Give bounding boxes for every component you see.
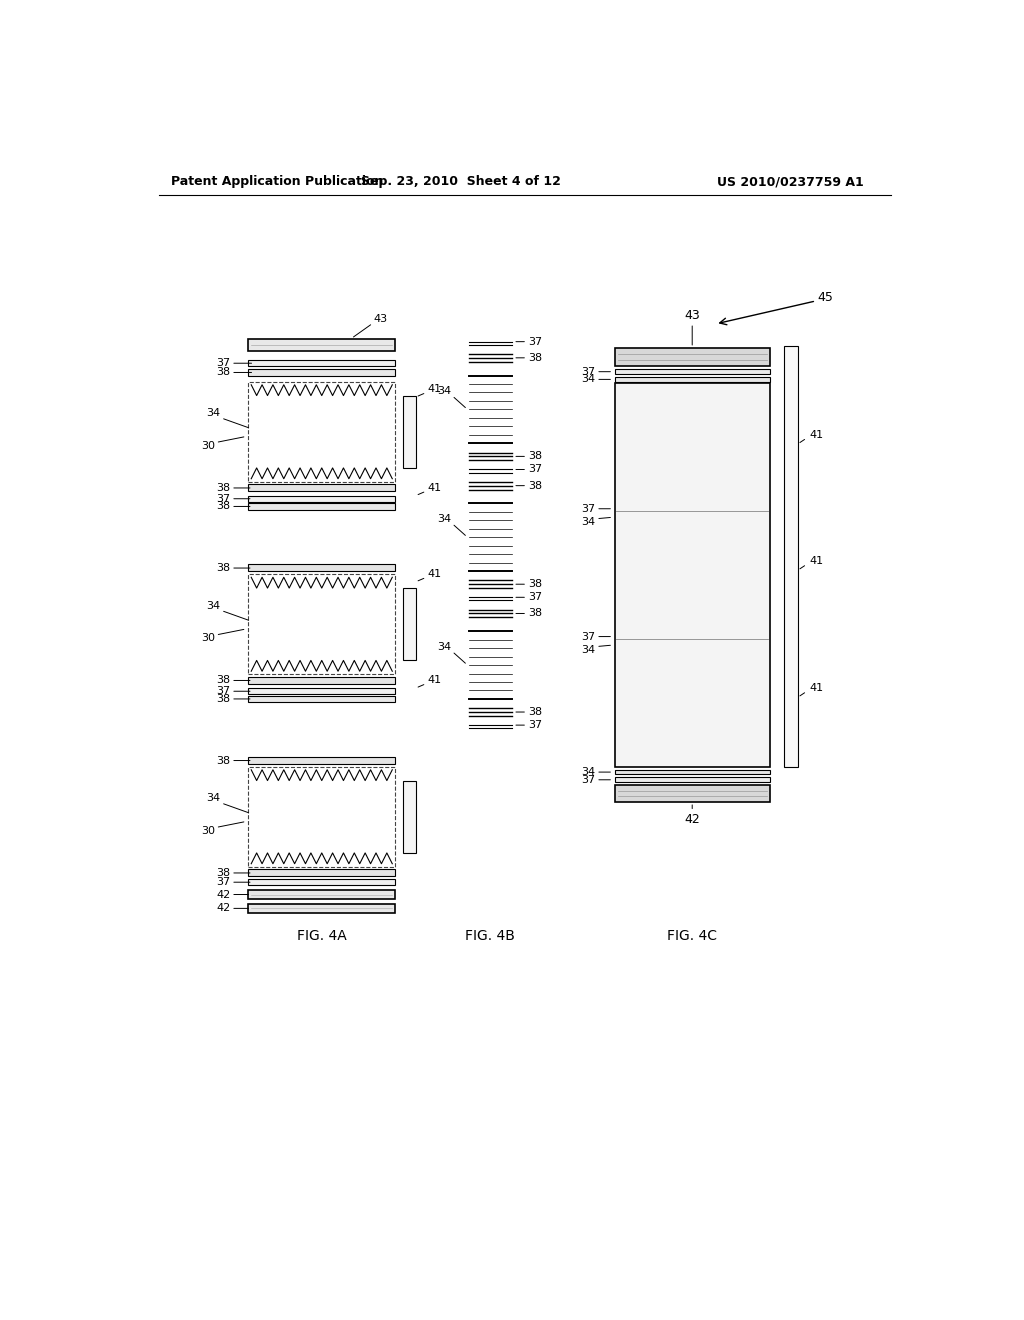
- Text: 43: 43: [374, 314, 388, 323]
- Bar: [783, 346, 798, 767]
- Bar: [403, 780, 416, 853]
- Text: 38: 38: [216, 483, 230, 492]
- Text: 34: 34: [437, 642, 452, 652]
- Bar: [248, 879, 395, 886]
- Text: 42: 42: [216, 903, 230, 913]
- Bar: [248, 890, 395, 899]
- Text: 38: 38: [527, 708, 542, 717]
- Text: 38: 38: [216, 694, 230, 704]
- Bar: [248, 496, 395, 502]
- Bar: [248, 339, 395, 351]
- Bar: [248, 696, 395, 702]
- Text: 34: 34: [582, 517, 595, 527]
- Text: 41: 41: [809, 430, 823, 440]
- Text: FIG. 4C: FIG. 4C: [668, 929, 717, 942]
- Bar: [248, 688, 395, 694]
- Text: 34: 34: [206, 793, 220, 804]
- Text: 38: 38: [527, 579, 542, 589]
- Bar: [248, 360, 395, 367]
- Text: 30: 30: [201, 441, 215, 450]
- Text: 34: 34: [206, 408, 220, 418]
- Bar: [248, 756, 395, 763]
- Text: 34: 34: [582, 767, 595, 777]
- Text: 37: 37: [582, 775, 595, 785]
- Text: 37: 37: [216, 878, 230, 887]
- Text: 42: 42: [216, 890, 230, 899]
- Text: 37: 37: [216, 358, 230, 368]
- Text: 38: 38: [216, 676, 230, 685]
- Text: 37: 37: [527, 337, 542, 347]
- Bar: [614, 383, 770, 767]
- Text: 34: 34: [206, 601, 220, 611]
- Text: 38: 38: [527, 352, 542, 363]
- Text: 37: 37: [216, 494, 230, 504]
- Text: 38: 38: [216, 502, 230, 511]
- Bar: [248, 767, 395, 867]
- Text: Patent Application Publication: Patent Application Publication: [171, 176, 383, 187]
- Text: 38: 38: [216, 755, 230, 766]
- Text: 34: 34: [582, 644, 595, 655]
- Text: 37: 37: [216, 686, 230, 696]
- Bar: [248, 869, 395, 876]
- Bar: [614, 348, 770, 367]
- Text: 41: 41: [428, 569, 442, 579]
- Text: 37: 37: [582, 631, 595, 642]
- Bar: [614, 378, 770, 381]
- Bar: [251, 781, 392, 851]
- Text: 41: 41: [428, 384, 442, 395]
- Text: 38: 38: [527, 451, 542, 462]
- Text: 45: 45: [817, 290, 834, 304]
- Bar: [403, 589, 416, 660]
- Text: 34: 34: [437, 385, 452, 396]
- Text: 38: 38: [527, 609, 542, 619]
- Bar: [248, 677, 395, 684]
- Text: FIG. 4A: FIG. 4A: [297, 929, 347, 942]
- Bar: [248, 574, 395, 675]
- Text: 41: 41: [428, 483, 442, 492]
- Text: 37: 37: [527, 465, 542, 474]
- Text: 43: 43: [684, 309, 700, 322]
- Text: 37: 37: [527, 721, 542, 730]
- Bar: [614, 785, 770, 803]
- Text: 41: 41: [809, 684, 823, 693]
- Bar: [248, 904, 395, 913]
- Text: 38: 38: [216, 367, 230, 378]
- Text: 37: 37: [527, 593, 542, 602]
- Text: 34: 34: [437, 513, 452, 524]
- Text: US 2010/0237759 A1: US 2010/0237759 A1: [717, 176, 864, 187]
- Text: 34: 34: [582, 375, 595, 384]
- Text: 38: 38: [216, 869, 230, 878]
- Bar: [614, 770, 770, 775]
- Bar: [251, 397, 392, 466]
- Text: 41: 41: [809, 556, 823, 566]
- Bar: [614, 370, 770, 374]
- Text: 38: 38: [527, 480, 542, 491]
- Text: 30: 30: [201, 825, 215, 836]
- Bar: [248, 484, 395, 491]
- Text: 37: 37: [582, 367, 595, 376]
- Text: FIG. 4B: FIG. 4B: [465, 929, 515, 942]
- Text: 30: 30: [201, 634, 215, 643]
- Bar: [248, 381, 395, 482]
- Bar: [614, 777, 770, 781]
- Bar: [251, 590, 392, 659]
- Text: 41: 41: [428, 676, 442, 685]
- Text: 42: 42: [684, 813, 700, 825]
- Text: Sep. 23, 2010  Sheet 4 of 12: Sep. 23, 2010 Sheet 4 of 12: [361, 176, 561, 187]
- Bar: [248, 370, 395, 376]
- Bar: [248, 564, 395, 572]
- Text: 38: 38: [216, 564, 230, 573]
- Bar: [248, 503, 395, 510]
- Text: 37: 37: [582, 504, 595, 513]
- Bar: [403, 396, 416, 469]
